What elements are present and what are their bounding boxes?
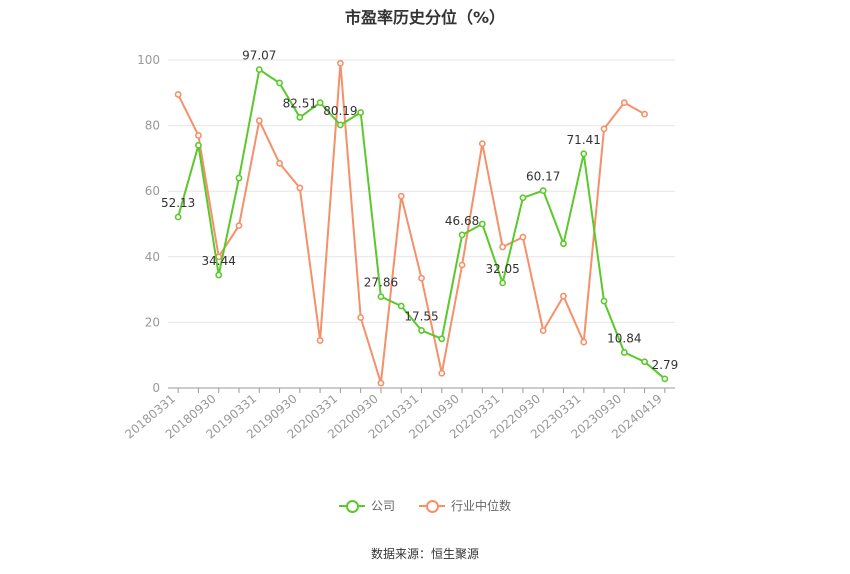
point-company-20230630	[600, 297, 608, 305]
point-company-20230331	[580, 150, 588, 158]
legend-swatch-industry-median	[419, 499, 445, 513]
data-label-20180930: 34.44	[202, 254, 236, 268]
point-company-20181231	[235, 174, 243, 182]
chart-title: 市盈率历史分位（%）	[344, 8, 506, 27]
data-label-20180331: 52.13	[161, 196, 195, 210]
point-industry-median-20221231	[560, 292, 567, 300]
point-company-20200630	[357, 109, 365, 116]
point-industry-median-20220630	[519, 233, 527, 241]
series-line-industry-median	[177, 62, 646, 385]
data-label-20230331: 71.41	[567, 133, 601, 147]
data-label-20220930: 60.17	[526, 170, 560, 184]
point-company-20190930	[296, 113, 304, 121]
point-company-20201231	[397, 302, 405, 310]
data-label-20200331: 80.19	[323, 104, 357, 118]
legend: 公司 行业中位数	[0, 497, 850, 514]
data-label-20190331: 97.07	[242, 49, 276, 63]
point-industry-median-20181231	[235, 222, 243, 230]
point-industry-median-20200630	[357, 314, 365, 321]
data-label-20220331: 32.05	[485, 262, 519, 276]
y-tick-label-60: 60	[145, 184, 160, 198]
point-industry-median-20230630	[600, 125, 608, 133]
point-industry-median-20220331	[499, 243, 507, 251]
data-source: 数据来源：恒生聚源	[370, 547, 479, 561]
point-industry-median-20230331	[580, 338, 588, 346]
point-company-20200331	[336, 121, 344, 129]
legend-label-company: 公司	[370, 499, 395, 513]
legend-item-company[interactable]: 公司	[338, 497, 395, 514]
y-tick-label-80: 80	[145, 119, 160, 133]
point-company-20240419	[661, 375, 669, 383]
point-industry-median-20210930	[458, 261, 466, 269]
point-company-20210630	[438, 335, 446, 343]
data-label-20190930: 82.51	[283, 96, 317, 110]
point-industry-median-20220930	[539, 327, 547, 334]
y-tick-label-100: 100	[137, 53, 160, 67]
y-tick-label-20: 20	[145, 315, 160, 329]
point-company-20210930	[458, 231, 466, 239]
point-company-20220630	[519, 194, 527, 202]
point-company-20190630	[276, 79, 283, 87]
point-company-20180331	[174, 213, 182, 221]
series	[174, 59, 669, 387]
point-company-20180930	[215, 271, 223, 279]
data-labels: 52.13 34.44 97.07 82.51 80.19 27.86 17.55 46.68…	[161, 49, 678, 372]
point-industry-median-20180331	[174, 91, 182, 98]
point-company-20200930	[377, 293, 385, 301]
data-label-20230930: 10.84	[607, 331, 641, 345]
data-label-20200930: 27.86	[364, 276, 398, 290]
y-tick-label-40: 40	[145, 250, 160, 264]
point-industry-median-20200930	[377, 379, 385, 387]
point-industry-median-20230930	[620, 99, 628, 107]
legend-swatch-company	[338, 499, 365, 513]
point-company-20211231	[478, 220, 486, 228]
point-industry-median-20191231	[316, 337, 324, 344]
point-company-20210331	[418, 327, 425, 334]
point-industry-median-20190331	[255, 117, 263, 125]
data-label-20240419: 2.79	[652, 358, 679, 372]
point-industry-median-20200331	[336, 59, 344, 67]
point-industry-median-20231231	[641, 110, 648, 118]
legend-label-industry-median: 行业中位数	[451, 499, 512, 513]
point-company-20231231	[641, 358, 648, 366]
legend-item-industry-median[interactable]: 行业中位数	[419, 497, 511, 514]
point-industry-median-20190930	[296, 184, 304, 192]
point-company-20180630	[195, 141, 202, 149]
point-company-20220930	[539, 187, 547, 195]
point-industry-median-20211231	[478, 140, 486, 148]
point-industry-median-20210630	[438, 369, 446, 377]
point-company-20221231	[560, 240, 567, 248]
point-company-20230930	[620, 349, 628, 356]
point-company-20220331	[499, 279, 507, 287]
point-company-20191231	[316, 99, 324, 107]
data-label-20210930: 46.68	[445, 214, 479, 228]
data-label-20210331: 17.55	[404, 309, 438, 323]
point-industry-median-20210331	[418, 274, 425, 282]
point-industry-median-20201231	[397, 192, 405, 200]
point-industry-median-20190630	[276, 159, 283, 167]
point-company-20190331	[255, 66, 263, 74]
y-tick-label-0: 0	[152, 381, 160, 395]
grid-lines	[168, 59, 675, 323]
point-industry-median-20180630	[195, 132, 202, 139]
